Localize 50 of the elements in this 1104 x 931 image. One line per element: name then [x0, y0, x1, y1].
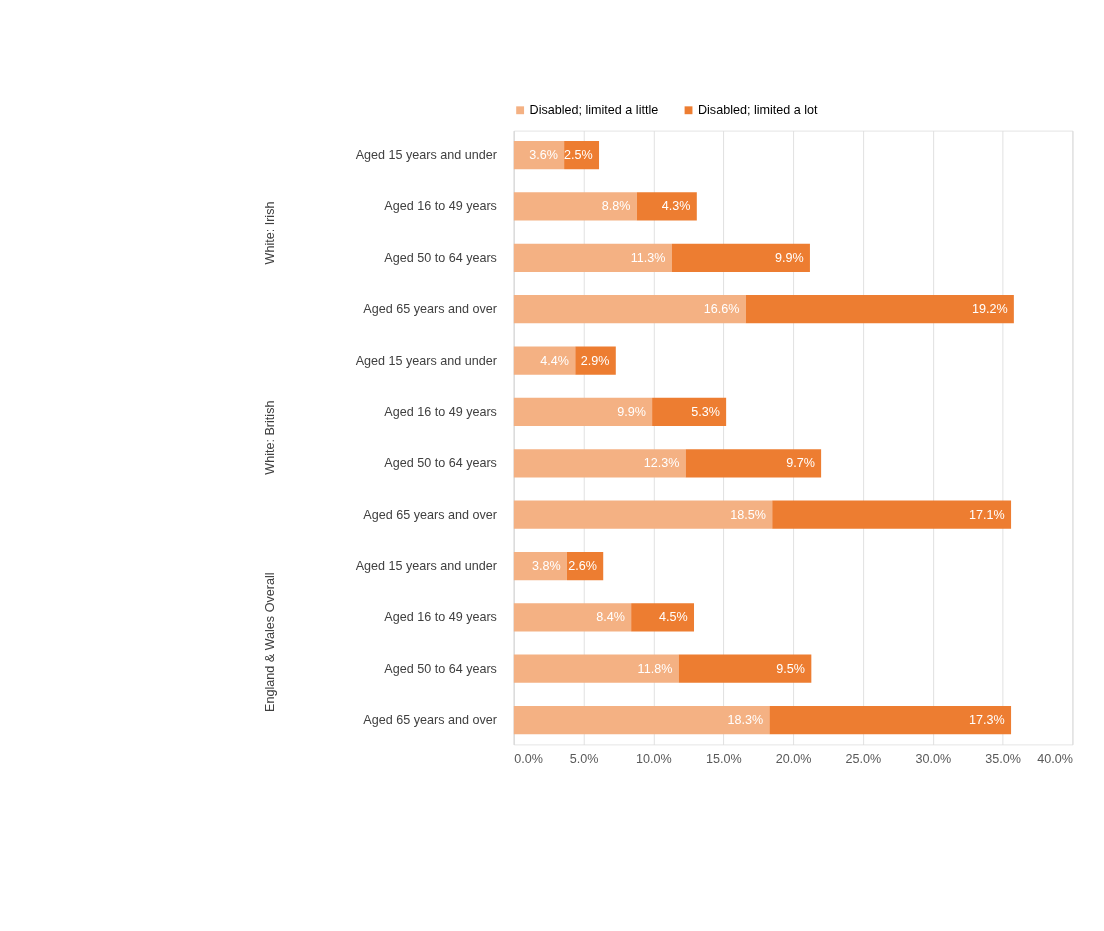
text: White: Irish — [262, 201, 277, 265]
data-label: 17.3% — [969, 713, 1005, 728]
data-label: 18.3% — [727, 713, 764, 728]
data-label: 16.6% — [703, 302, 740, 317]
data-label: 3.6% — [529, 148, 558, 163]
y-tick-label: Aged 16 to 49 years — [384, 199, 497, 214]
data-label: 2.5% — [564, 148, 593, 163]
y-tick-label: Aged 65 years and over — [363, 302, 497, 317]
text: White: British — [262, 400, 277, 475]
data-label: 4.3% — [661, 199, 691, 214]
y-tick-label: Aged 50 to 64 years — [384, 250, 497, 265]
data-label: 17.1% — [969, 507, 1005, 522]
data-label: 9.9% — [617, 404, 646, 419]
data-label: 18.5% — [730, 507, 766, 522]
data-label: 4.4% — [540, 353, 569, 368]
legend-label: Disabled; limited a little — [529, 103, 659, 118]
text: England & Wales Overall — [262, 572, 277, 712]
x-tick-label: 30.0% — [915, 751, 952, 766]
y-tick-label: Aged 15 years and under — [355, 353, 497, 368]
y-tick-label: Aged 15 years and under — [355, 558, 497, 573]
data-label: 9.7% — [786, 456, 815, 471]
data-label: 12.3% — [643, 456, 680, 471]
y-tick-label: Aged 15 years and under — [355, 148, 497, 163]
data-label: 8.4% — [596, 610, 625, 625]
y-tick-label: Aged 50 to 64 years — [384, 661, 497, 676]
x-tick-label: 15.0% — [705, 751, 742, 766]
data-label: 8.8% — [601, 199, 631, 214]
y-tick-label: Aged 50 to 64 years — [384, 456, 497, 471]
data-label: 3.8% — [531, 558, 561, 573]
data-label: 9.5% — [776, 661, 806, 676]
legend-label: Disabled; limited a lot — [697, 103, 819, 118]
data-label: 4.5% — [659, 610, 688, 625]
data-label: 2.6% — [568, 558, 597, 573]
x-tick-label: 0.0% — [514, 751, 543, 766]
data-label: 19.2% — [971, 302, 1008, 317]
x-tick-label: 35.0% — [985, 751, 1021, 766]
y-tick-label: Aged 16 to 49 years — [384, 610, 497, 625]
y-tick-label: Aged 65 years and over — [363, 507, 497, 522]
data-label: 9.9% — [774, 250, 804, 265]
data-label: 5.3% — [691, 404, 720, 419]
data-label: 11.3% — [630, 250, 666, 265]
y-tick-label: Aged 16 to 49 years — [384, 404, 497, 419]
x-tick-label: 10.0% — [636, 751, 672, 766]
x-tick-label: 5.0% — [569, 751, 599, 766]
data-label: 2.9% — [580, 353, 610, 368]
x-tick-label: 20.0% — [775, 751, 812, 766]
data-label: 11.8% — [637, 661, 673, 676]
x-tick-label: 25.0% — [845, 751, 882, 766]
x-tick-label: 40.0% — [1037, 751, 1073, 766]
y-tick-label: Aged 65 years and over — [363, 713, 497, 728]
